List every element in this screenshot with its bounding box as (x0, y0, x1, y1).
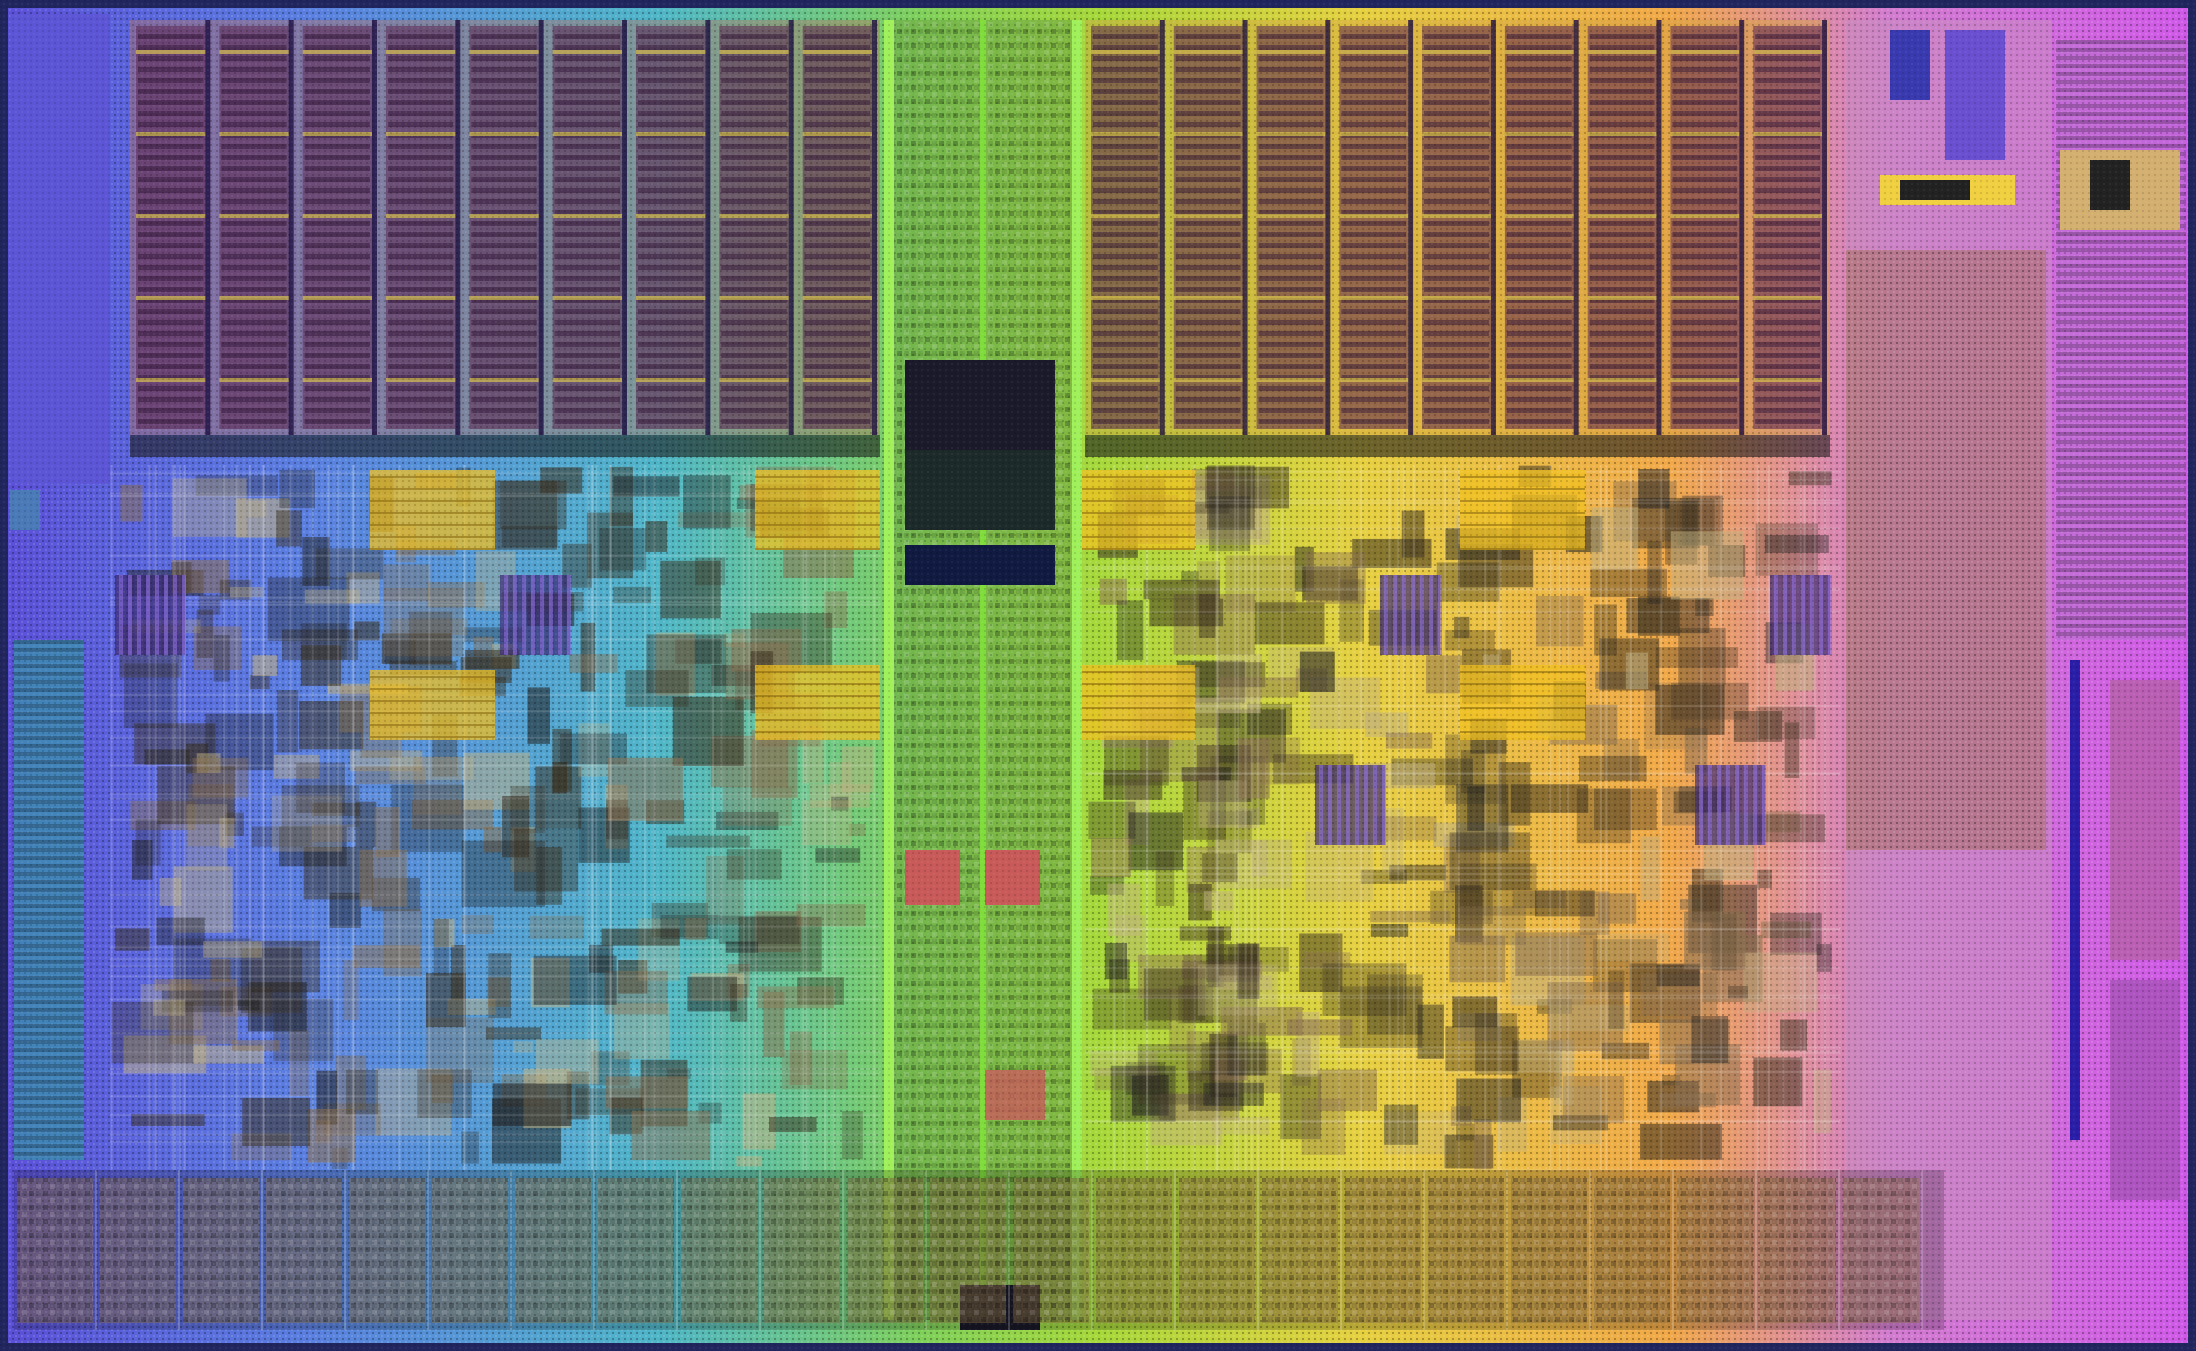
chip-die-photo (0, 0, 2196, 1351)
die-artwork (0, 0, 2196, 1351)
